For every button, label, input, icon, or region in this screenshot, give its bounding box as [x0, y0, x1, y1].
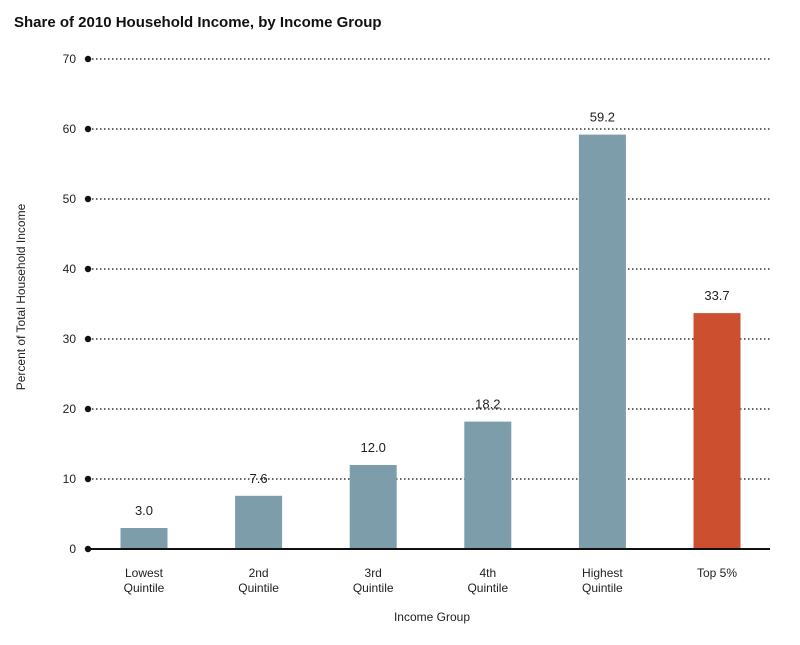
category-label: Quintile: [124, 581, 165, 595]
y-tick-dot: [84, 195, 92, 203]
category-label: 3rd: [365, 566, 382, 580]
y-tick-label: 30: [63, 332, 77, 346]
bar: [693, 313, 741, 549]
value-label: 33.7: [704, 288, 729, 303]
bar: [120, 528, 168, 549]
category-label: 4th: [479, 566, 496, 580]
y-tick-label: 20: [63, 402, 77, 416]
y-axis-title: Percent of Total Household Income: [14, 203, 28, 390]
category-label: Quintile: [582, 581, 623, 595]
value-label: 59.2: [590, 110, 615, 125]
value-label: 7.6: [250, 471, 268, 486]
category-label: Quintile: [238, 581, 279, 595]
bar: [235, 495, 283, 549]
y-tick-dot: [84, 475, 92, 483]
value-label: 3.0: [135, 503, 153, 518]
category-label: Highest: [582, 566, 623, 580]
gridlines: [88, 58, 770, 480]
y-tick-label: 10: [63, 472, 77, 486]
y-tick-label: 60: [63, 122, 77, 136]
chart-title: Share of 2010 Household Income, by Incom…: [14, 14, 382, 31]
bar: [349, 465, 397, 549]
x-axis-labels: LowestQuintile2ndQuintile3rdQuintile4thQ…: [124, 566, 738, 595]
y-tick-dot: [84, 265, 92, 273]
y-tick-label: 40: [63, 262, 77, 276]
y-axis-ticks: 0 10 20 30 40 50 60 70: [63, 52, 92, 556]
category-label: 2nd: [249, 566, 269, 580]
bars: [120, 134, 741, 549]
category-label: Lowest: [125, 566, 164, 580]
category-label: Quintile: [467, 581, 508, 595]
value-label: 18.2: [475, 397, 500, 412]
y-tick-dot: [84, 125, 92, 133]
y-tick-dot: [84, 405, 92, 413]
y-tick-dot: [84, 55, 92, 63]
y-tick-dot: [84, 335, 92, 343]
value-label: 12.0: [361, 440, 386, 455]
y-tick-label: 0: [69, 542, 76, 556]
bar: [464, 421, 512, 549]
bar: [578, 134, 626, 549]
y-tick-label: 70: [63, 52, 77, 66]
category-label: Quintile: [353, 581, 394, 595]
x-axis-title: Income Group: [394, 610, 470, 624]
y-tick-label: 50: [63, 192, 77, 206]
value-labels: 3.0 7.6 12.0 18.2 59.2 33.7: [135, 110, 730, 518]
category-label: Top 5%: [697, 566, 737, 580]
